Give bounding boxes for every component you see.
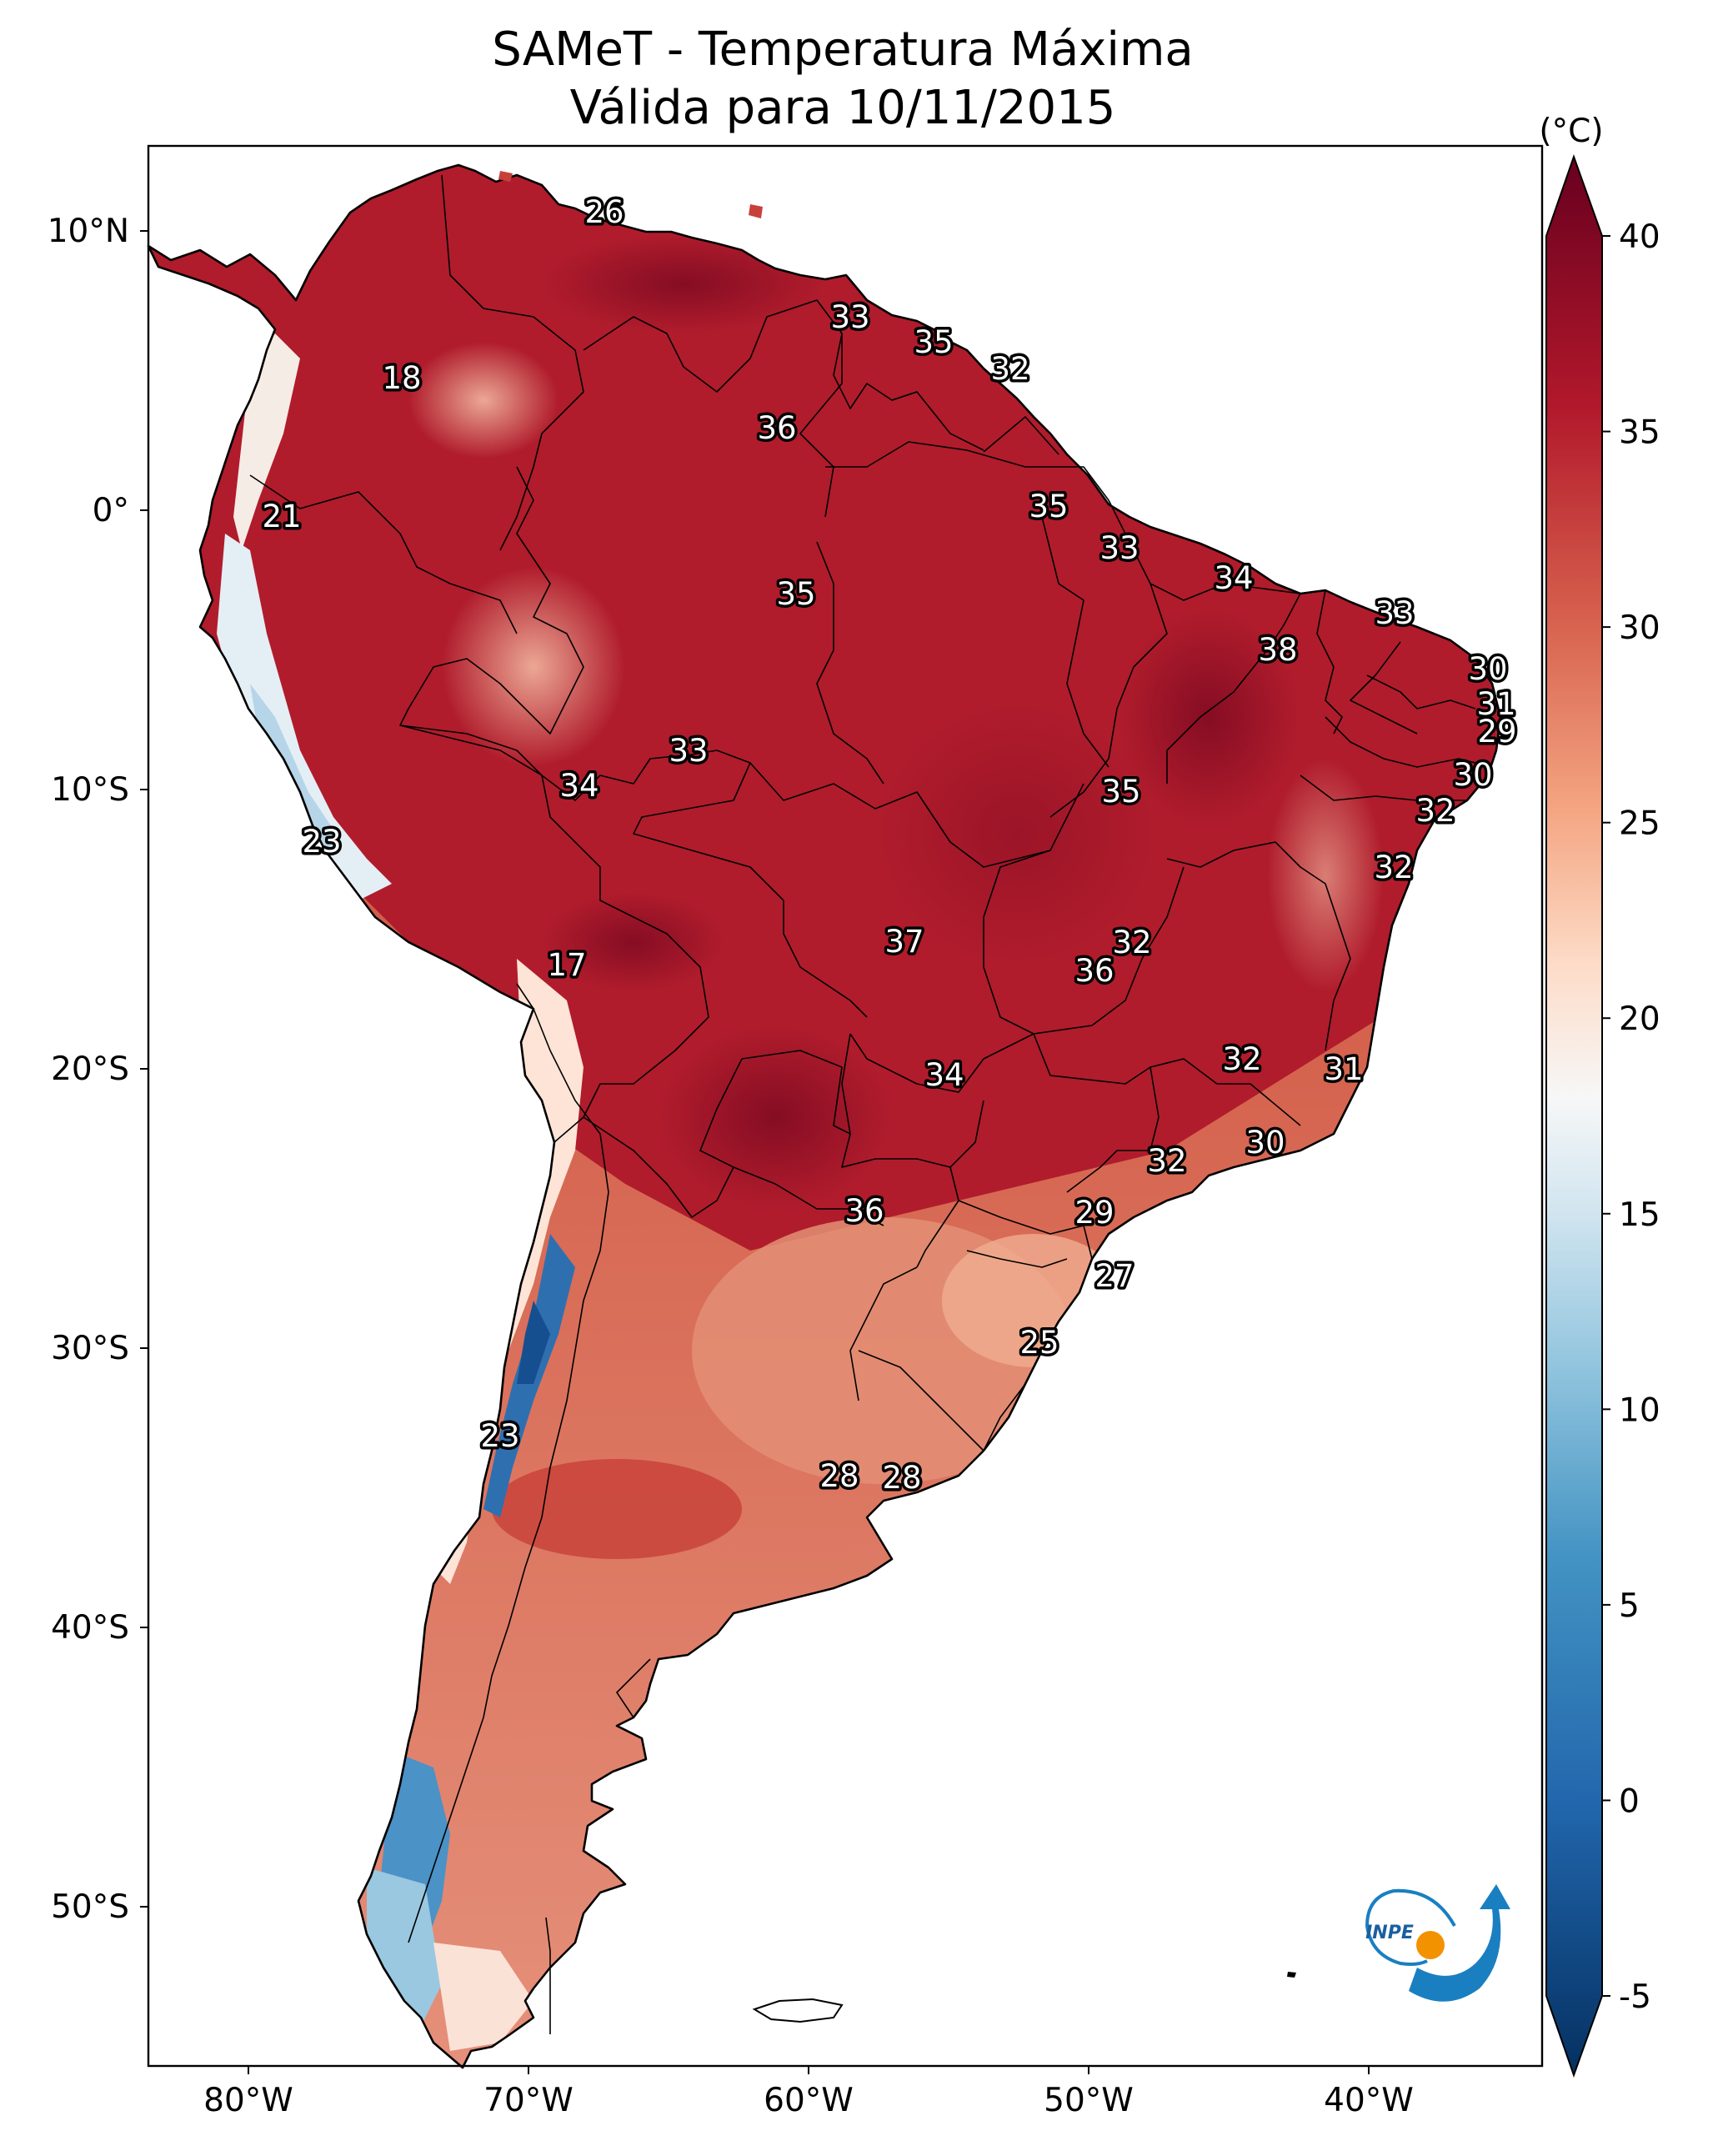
colorbar-tick-label: 5 [1619, 1587, 1640, 1625]
contour-label: 32 [1112, 925, 1151, 960]
lat-label: 10°S [51, 771, 129, 809]
contour-label: 33 [830, 299, 869, 335]
contour-label: 33 [1375, 595, 1414, 631]
colorbar-tick-label: 30 [1619, 609, 1660, 647]
contour-label: 28 [882, 1460, 921, 1496]
lon-axis: 80°W 70°W 60°W 50°W 40°W [203, 2066, 1414, 2119]
contour-label: 36 [844, 1193, 884, 1229]
contour-label: 35 [1029, 489, 1068, 524]
map-frame [147, 144, 1544, 2068]
contour-label: 21 [262, 499, 301, 534]
lon-label: 70°W [483, 2082, 573, 2119]
contour-label: 34 [559, 768, 599, 804]
contour-label: 31 [1324, 1051, 1363, 1087]
contour-label: 35 [914, 324, 953, 360]
logo-sun [1416, 1931, 1445, 1959]
contour-label: 29 [1477, 714, 1516, 750]
colorbar-tick-label: 40 [1619, 218, 1660, 256]
contour-label: 26 [584, 194, 624, 230]
colorbar-tick-label: 35 [1619, 414, 1660, 452]
contour-label: 35 [776, 576, 815, 612]
lat-label: 10°N [48, 213, 129, 250]
colorbar-unit: (°C) [1539, 113, 1603, 150]
lat-label: 30°S [51, 1330, 129, 1367]
lat-axis: 10°N 0° 10°S 20°S 30°S 40°S 50°S [48, 213, 148, 1926]
lon-label: 60°W [764, 2082, 854, 2119]
lon-label: 50°W [1044, 2082, 1134, 2119]
contour-label: 30 [1468, 651, 1507, 687]
contour-label: 38 [1258, 632, 1297, 668]
contour-label: 37 [884, 924, 924, 960]
lat-label: 20°S [51, 1050, 129, 1088]
caribbean-island [749, 204, 763, 218]
colorbar-tick-label: 10 [1619, 1391, 1660, 1429]
map-panel: 26 18 33 35 32 36 21 35 33 35 34 33 38 3… [147, 144, 1544, 2069]
colorbar-tick-label: 0 [1619, 1782, 1640, 1820]
contour-label: 36 [757, 410, 796, 446]
political-borders [249, 174, 1493, 2034]
colorbar-ticks: 40 35 30 25 20 15 10 5 0 -5 [1602, 218, 1660, 2016]
contour-label: 31 [1476, 686, 1515, 722]
contour-label: 23 [480, 1418, 519, 1454]
contour-label: 33 [1099, 530, 1139, 566]
colorbar-bar [1545, 153, 1603, 2078]
colorbar-tick-label: 15 [1619, 1196, 1660, 1234]
contour-label: 34 [1214, 560, 1253, 596]
contour-label: 30 [1245, 1125, 1285, 1161]
title-line-1: SAMeT - Temperatura Máxima [492, 23, 1194, 77]
logo-arrow [1409, 1884, 1510, 2002]
title-line-2: Válida para 10/11/2015 [570, 81, 1116, 135]
lon-label: 80°W [203, 2082, 293, 2119]
colorbar-tick-label: 25 [1619, 805, 1660, 843]
lat-label: 40°S [51, 1609, 129, 1647]
contour-label: 23 [302, 824, 341, 860]
colorbar-tick-label: 20 [1619, 1000, 1660, 1038]
lon-label: 40°W [1324, 2082, 1414, 2119]
logo-text: INPE [1365, 1923, 1414, 1943]
contour-label: 18 [382, 360, 421, 396]
contour-label: 28 [819, 1458, 859, 1494]
contour-label: 32 [990, 351, 1029, 387]
contour-label: 29 [1074, 1195, 1114, 1231]
contour-label: 32 [1222, 1041, 1261, 1077]
colorbar-tick-label: -5 [1619, 1978, 1651, 2016]
contour-label: 17 [547, 947, 586, 983]
contour-label: 32 [1415, 793, 1455, 829]
contour-label: 25 [1019, 1325, 1059, 1361]
contour-label: 33 [669, 733, 708, 769]
caribbean-island [498, 171, 513, 182]
contour-label: 34 [924, 1057, 964, 1093]
logo-orbit [1365, 1888, 1456, 1966]
contour-label: 35 [1101, 774, 1140, 810]
falkland-islands [752, 1998, 844, 2023]
coastline [147, 163, 1502, 2069]
colorbar: (°C) 40 35 30 25 20 15 10 5 0 -5 [1539, 113, 1660, 2078]
contour-label: 32 [1147, 1143, 1186, 1179]
lat-label: 50°S [51, 1888, 129, 1926]
contour-label: 32 [1374, 850, 1413, 885]
contour-label: 27 [1094, 1258, 1134, 1294]
contour-label: 36 [1074, 953, 1114, 989]
contour-labels: 26 18 33 35 32 36 21 35 33 35 34 33 38 3… [259, 192, 1520, 1499]
contour-label: 30 [1453, 757, 1492, 793]
south-georgia-island [1287, 1972, 1296, 1978]
lat-label: 0° [93, 492, 129, 529]
inpe-logo: INPE [1365, 1884, 1510, 2002]
